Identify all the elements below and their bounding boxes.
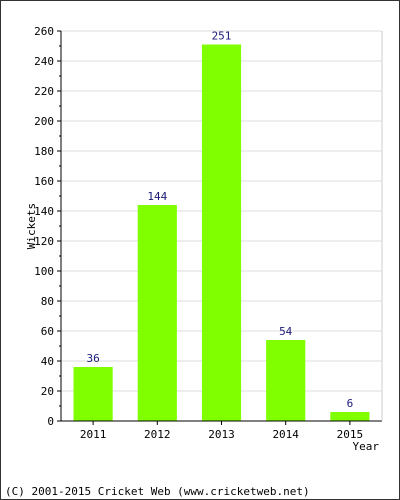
x-tick-labels: 2011 2012 2013 2014 2015 [80,428,363,441]
x-tick-label: 2015 [337,428,364,441]
bars [73,44,370,421]
y-axis-label: Wickets [25,203,38,249]
data-label-2013: 251 [212,30,232,43]
y-tick-label: 100 [34,265,54,278]
data-label-2011: 36 [86,352,99,365]
data-label-2012: 144 [147,190,167,203]
y-tick-label: 140 [34,205,54,218]
x-axis-label: Year [353,440,380,453]
y-tick-label: 0 [47,415,54,428]
bar-2015 [330,412,370,421]
y-tick-label: 160 [34,175,54,188]
y-tick-label: 200 [34,115,54,128]
y-tick-label: 60 [41,325,54,338]
y-tick-label: 260 [34,25,54,38]
bar-2012 [137,205,177,421]
y-tick-labels: 0 20 40 60 80 100 120 140 160 180 200 220 240 260 [34,25,54,428]
x-tick-label: 2011 [80,428,107,441]
y-tick-label: 240 [34,55,54,68]
bar-2011 [73,367,113,421]
x-tick-label: 2012 [144,428,171,441]
y-tick-label: 40 [41,355,54,368]
data-label-2014: 54 [279,325,293,338]
data-labels: 36 144 251 54 6 [86,30,353,411]
x-tick-label: 2014 [272,428,299,441]
y-tick-label: 80 [41,295,54,308]
x-tick-label: 2013 [208,428,235,441]
y-tick-label: 180 [34,145,54,158]
copyright-footer: (C) 2001-2015 Cricket Web (www.cricketwe… [5,485,310,498]
bar-2013 [201,44,242,421]
data-label-2015: 6 [347,397,354,410]
bar-2014 [266,340,306,421]
axes [57,30,383,425]
y-tick-label: 120 [34,235,54,248]
y-tick-label: 220 [34,85,54,98]
y-tick-label: 20 [41,385,54,398]
